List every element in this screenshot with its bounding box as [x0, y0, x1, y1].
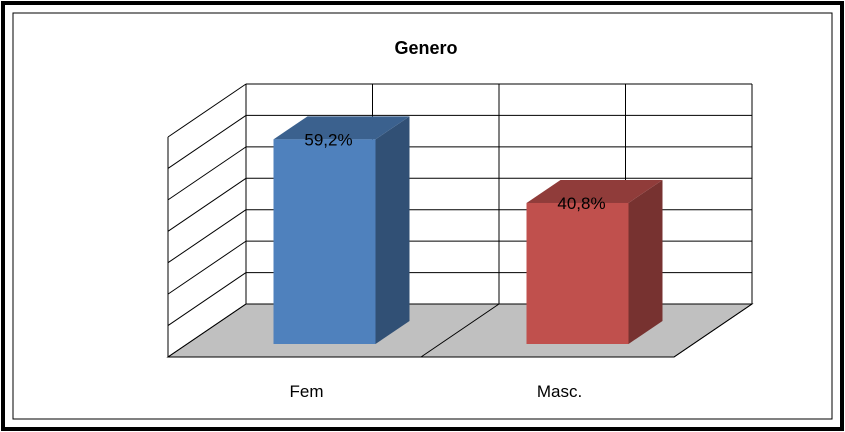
category-label: Fem — [290, 382, 324, 401]
bar-side-face — [628, 179, 663, 344]
bar-side-face — [375, 116, 410, 344]
floor-divider — [167, 303, 247, 358]
data-label: 40,8% — [557, 194, 605, 213]
data-labels-group: 59,2% 40,8% — [304, 130, 605, 213]
inner-frame — [12, 12, 833, 420]
bar-front-face — [526, 202, 629, 344]
side-gridline — [167, 146, 247, 201]
floor-divider — [420, 303, 500, 358]
data-label: 59,2% — [304, 130, 352, 149]
side-gridline — [167, 115, 247, 169]
side-gridline — [167, 272, 247, 326]
chart-title: Genero — [394, 38, 457, 58]
category-label: Masc. — [537, 382, 582, 401]
side-gridline — [167, 177, 247, 232]
bar-front-face — [273, 139, 376, 344]
bar-fem — [273, 116, 410, 344]
chart-floor — [166, 303, 754, 358]
floor-divider — [673, 303, 753, 358]
bar-top-face — [526, 179, 663, 203]
bars-group — [273, 116, 663, 344]
side-gridline — [167, 240, 247, 295]
category-labels-group: Fem Masc. — [290, 382, 583, 401]
bar-masc — [526, 179, 663, 344]
bar-top-face — [273, 116, 410, 140]
side-gridline — [167, 83, 247, 138]
side-gridline — [167, 209, 247, 264]
